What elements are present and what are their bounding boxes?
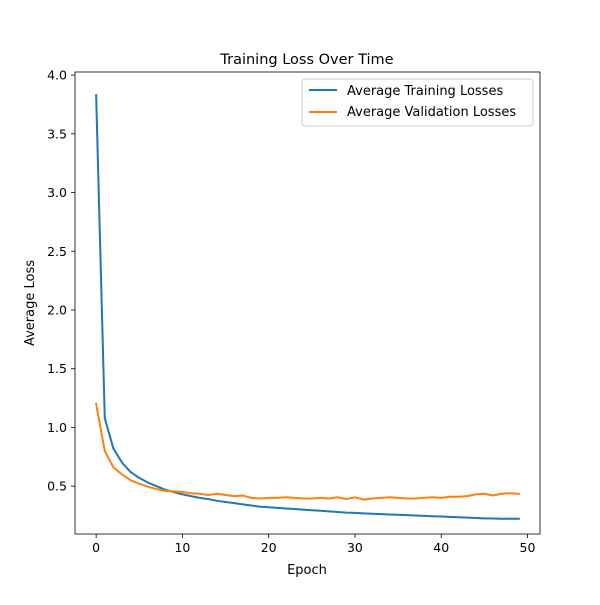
y-tick-label: 3.5 bbox=[47, 126, 67, 141]
y-axis-label: Average Loss bbox=[23, 260, 38, 346]
series-line-validation bbox=[94, 402, 520, 501]
y-tick-label: 3.0 bbox=[47, 185, 67, 200]
legend: Average Training Losses Average Validati… bbox=[301, 78, 534, 127]
x-tick-label: 30 bbox=[347, 540, 363, 555]
y-tick-label: 1.5 bbox=[47, 361, 67, 376]
y-tick-label: 2.0 bbox=[47, 302, 67, 317]
x-tick-label: 40 bbox=[433, 540, 449, 555]
y-tick-label: 2.5 bbox=[47, 244, 67, 259]
y-tick-label: 4.0 bbox=[47, 68, 67, 83]
plot-frame bbox=[74, 71, 541, 535]
x-tick-label: 20 bbox=[261, 540, 277, 555]
x-tick-label: 10 bbox=[174, 540, 190, 555]
plot-lines bbox=[94, 94, 520, 520]
y-axis-ticks: 0.5 1.0 1.5 2.0 2.5 3.0 3.5 4.0 bbox=[47, 68, 75, 494]
legend-label-training: Average Training Losses bbox=[347, 84, 503, 99]
x-tick-label: 0 bbox=[92, 540, 100, 555]
y-tick-label: 1.0 bbox=[47, 420, 67, 435]
legend-label-validation: Average Validation Losses bbox=[347, 105, 516, 120]
x-tick-label: 50 bbox=[520, 540, 536, 555]
x-axis-label: Epoch bbox=[287, 563, 327, 578]
chart-title: Training Loss Over Time bbox=[219, 52, 393, 68]
legend-box bbox=[301, 78, 534, 127]
x-axis-ticks: 0 10 20 30 40 50 bbox=[92, 534, 535, 555]
y-tick-label: 0.5 bbox=[47, 479, 67, 494]
